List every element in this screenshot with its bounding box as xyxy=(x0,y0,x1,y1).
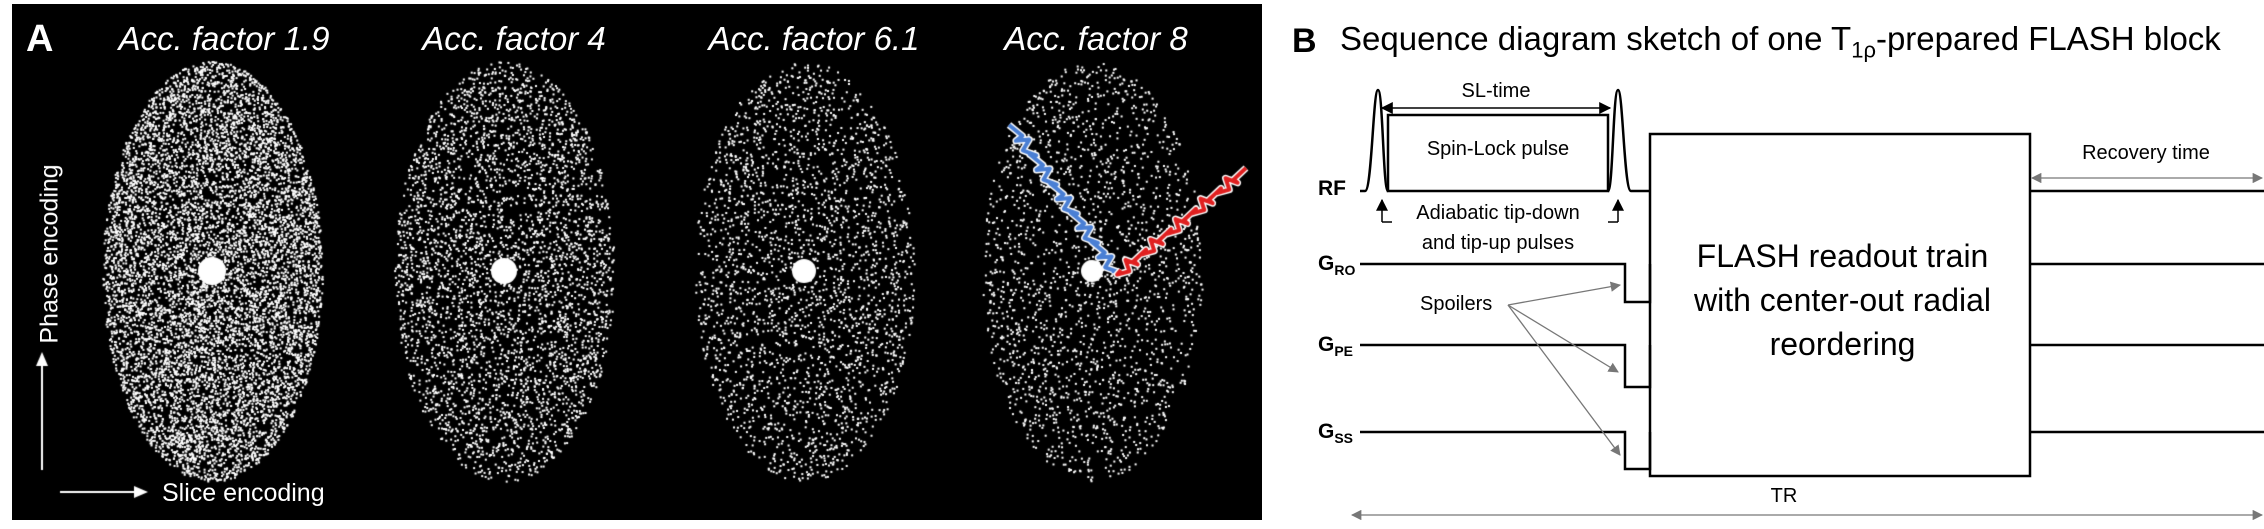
adiabatic-label-line2: and tip-up pulses xyxy=(1421,232,1575,254)
gro-channel-label: GRO xyxy=(1318,252,1356,279)
phase-encoding-axis-label: Phase encoding xyxy=(35,164,64,344)
gss-channel-label: GSS xyxy=(1318,420,1354,447)
spin-lock-pulse-label: Spin-Lock pulse xyxy=(1426,138,1570,160)
adiabatic-label-line1: Adiabatic tip-down xyxy=(1416,202,1580,224)
subplot-title-3: Acc. factor 6.1 xyxy=(708,20,920,57)
panel-b-title: Sequence diagram sketch of one T1ρ-prepa… xyxy=(1340,20,2221,63)
tr-label: TR xyxy=(1770,485,1798,507)
panel-b-label: B xyxy=(1292,22,1317,60)
rf-channel-label: RF xyxy=(1318,177,1346,200)
gro-line xyxy=(1360,262,1652,304)
subplot-title-2: Acc. factor 4 xyxy=(422,20,606,57)
flash-readout-box xyxy=(1648,132,2032,478)
adiabatic-tip-up-pulse xyxy=(1606,88,1650,193)
panel-a-label: A xyxy=(26,18,54,60)
spoilers-label: Spoilers xyxy=(1420,293,1493,315)
gpe-line xyxy=(1360,343,1652,389)
spoiler-arrow-pe xyxy=(1507,304,1619,373)
sequence-diagram-svg xyxy=(1350,88,2264,521)
recovery-time-label: Recovery time xyxy=(2082,142,2210,164)
slice-encoding-axis-label: Slice encoding xyxy=(162,479,325,507)
sl-time-label: SL-time xyxy=(1461,80,1531,102)
spoiler-arrow-ss xyxy=(1507,304,1621,456)
flash-readout-label: FLASH readout train with center-out radi… xyxy=(1693,238,1992,362)
panel-a-sampling-patterns: A Acc. factor 1.9 Acc. factor 4 Acc. fac… xyxy=(12,4,1262,520)
subplot-title-1: Acc. factor 1.9 xyxy=(118,20,330,57)
sampling-pattern-canvas xyxy=(12,4,1262,520)
spin-lock-pulse-box xyxy=(1386,113,1610,193)
spoiler-arrow-ro xyxy=(1507,281,1622,306)
subplot-title-4: Acc. factor 8 xyxy=(1004,20,1188,57)
panel-b-sequence-diagram: B Sequence diagram sketch of one T1ρ-pre… xyxy=(1290,0,2264,529)
rf-line xyxy=(1360,88,1390,193)
gpe-channel-label: GPE xyxy=(1318,333,1354,360)
